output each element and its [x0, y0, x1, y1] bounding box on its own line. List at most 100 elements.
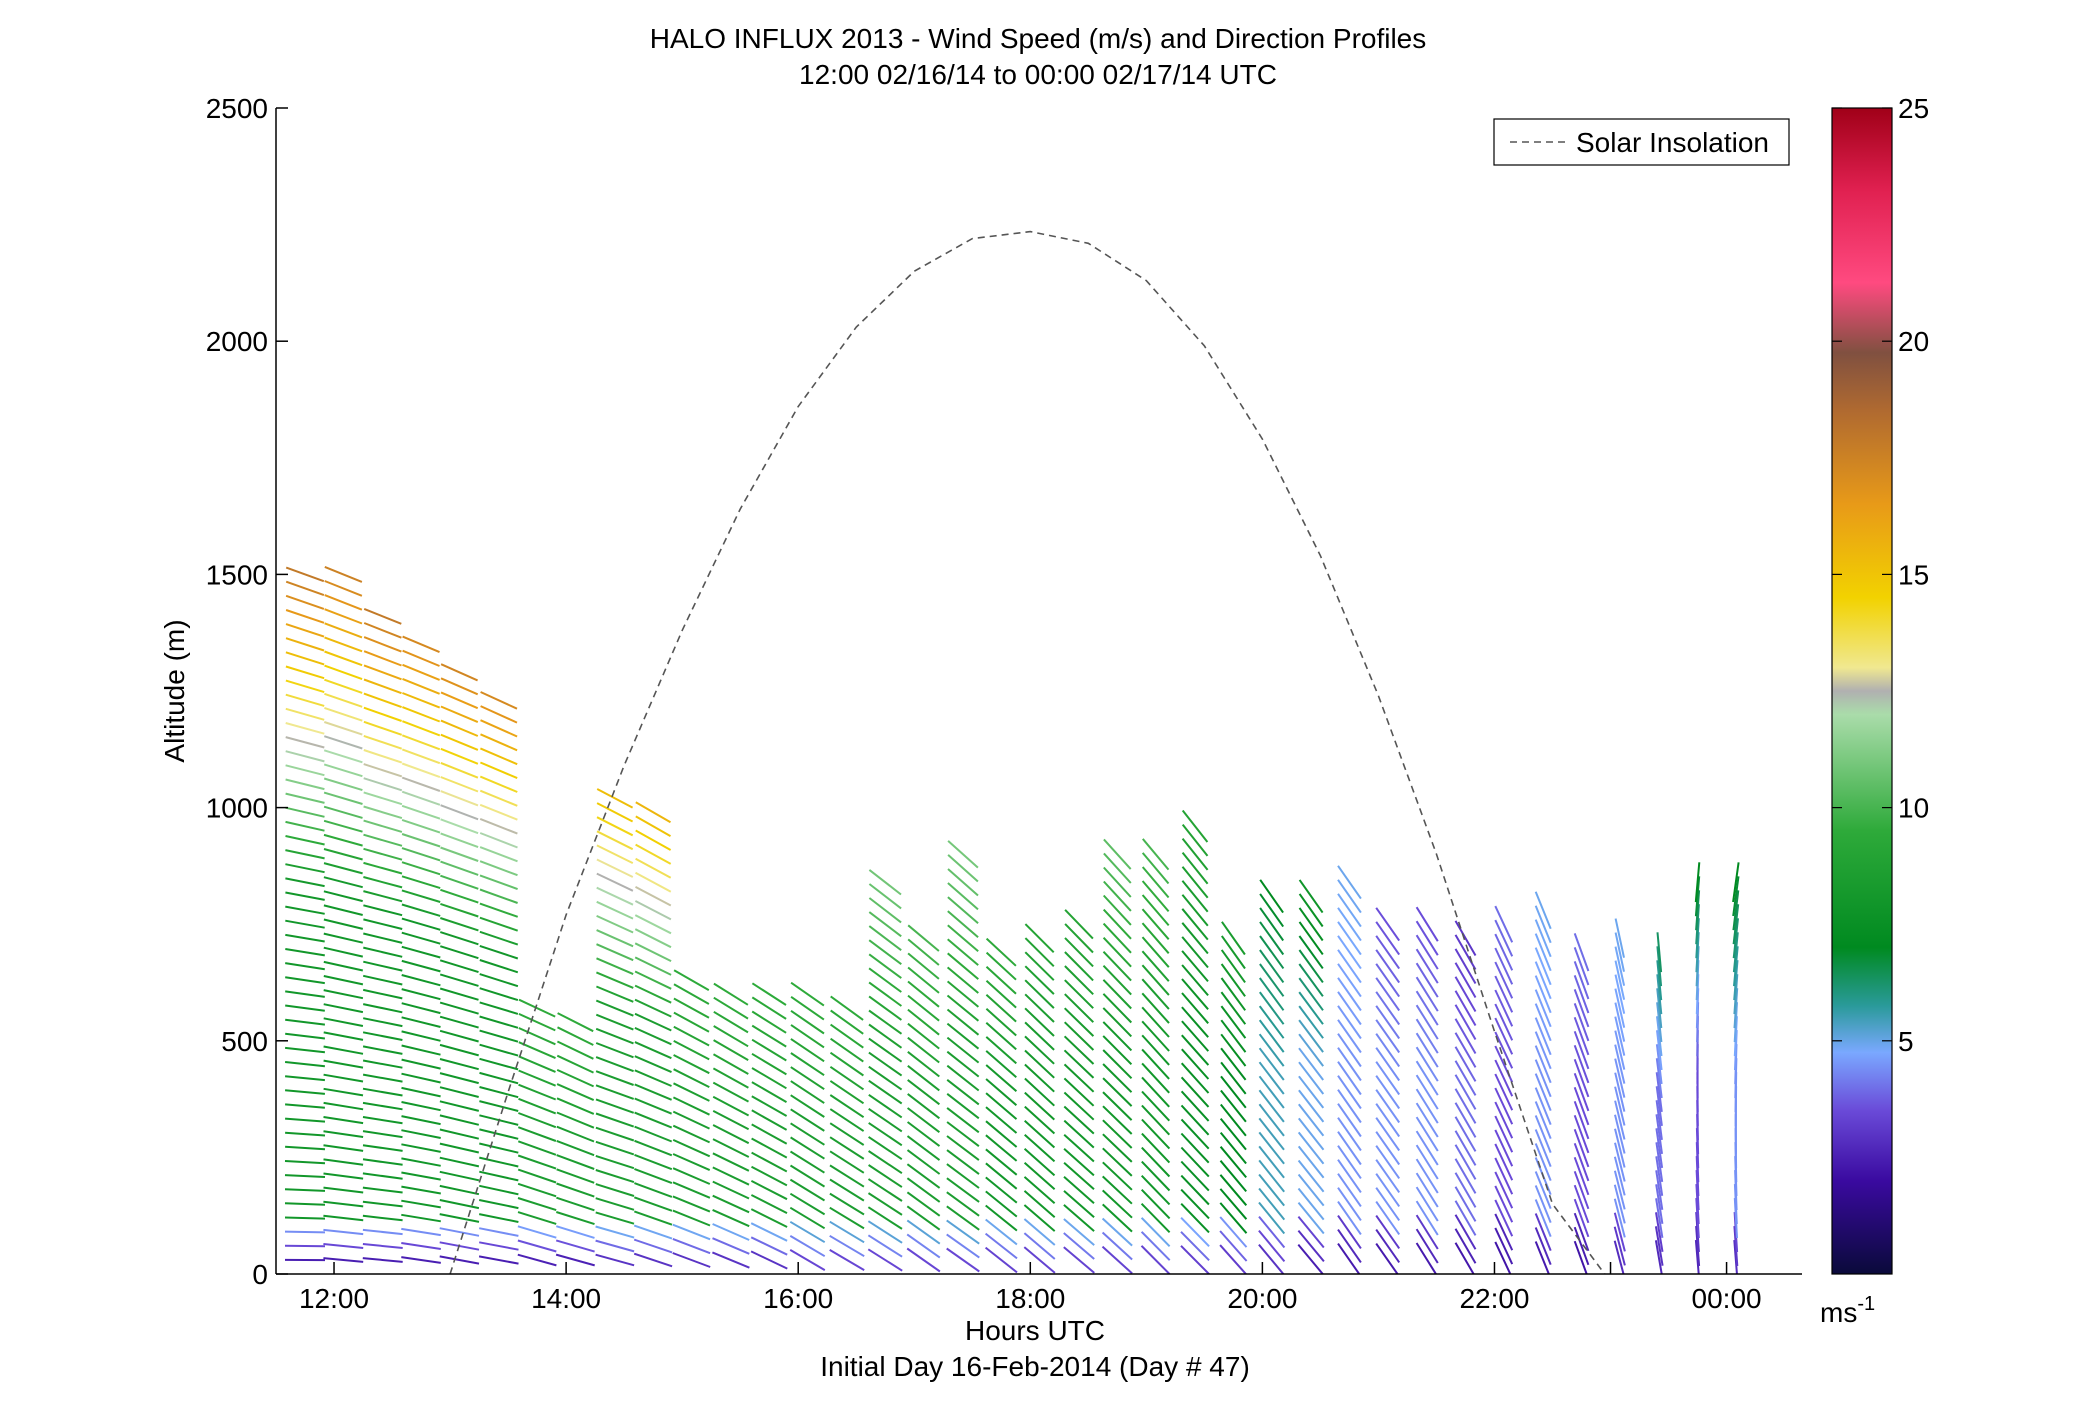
- wind-vector: [1181, 809, 1209, 843]
- wind-vector: [362, 1101, 403, 1111]
- wind-vector: [1494, 989, 1514, 1027]
- y-tick-label: 2500: [206, 93, 268, 124]
- legend-solar-label: Solar Insolation: [1576, 127, 1769, 158]
- wind-vector: [284, 1160, 326, 1165]
- wind-vector: [1337, 1159, 1362, 1193]
- wind-vector: [284, 1046, 326, 1054]
- wind-vector: [401, 748, 441, 765]
- wind-vector: [284, 1202, 326, 1206]
- wind-vector: [1454, 976, 1477, 1012]
- wind-vector: [1494, 1157, 1514, 1195]
- wind-vector: [323, 1186, 364, 1194]
- wind-vector: [1573, 1114, 1590, 1154]
- wind-vector: [1494, 1241, 1512, 1274]
- wind-vector: [1573, 1240, 1588, 1274]
- wind-vector: [1375, 935, 1401, 970]
- wind-vector: [1181, 978, 1209, 1010]
- wind-vector: [712, 1138, 750, 1158]
- wind-vector: [555, 1211, 595, 1226]
- x-tick-label: 20:00: [1227, 1283, 1297, 1314]
- wind-vector: [285, 1018, 326, 1026]
- wind-vector: [830, 1009, 864, 1035]
- wind-vector: [1220, 949, 1246, 983]
- wind-vector: [985, 965, 1017, 995]
- wind-vector: [479, 832, 518, 849]
- wind-vector: [517, 1154, 557, 1170]
- wind-vector: [401, 1213, 441, 1223]
- wind-vector: [1534, 1031, 1552, 1070]
- wind-vector: [1534, 1129, 1552, 1167]
- wind-vector: [440, 874, 479, 890]
- wind-vector: [596, 886, 634, 906]
- wind-vector: [401, 776, 441, 792]
- wind-vector: [1064, 937, 1094, 968]
- wind-vector: [1733, 960, 1739, 1001]
- wind-vector: [1573, 1003, 1590, 1042]
- wind-vector: [1375, 1075, 1401, 1110]
- wind-vector: [1614, 946, 1626, 986]
- wind-vector: [440, 663, 479, 682]
- wind-vector: [479, 1156, 519, 1168]
- wind-vector: [1732, 904, 1740, 945]
- wind-vector: [556, 1125, 595, 1143]
- wind-vector: [1375, 1019, 1401, 1054]
- wind-vector: [401, 875, 441, 890]
- wind-vector: [1220, 1019, 1247, 1053]
- wind-vector: [1298, 949, 1324, 983]
- wind-vector: [1733, 946, 1739, 987]
- wind-vector: [985, 1022, 1017, 1051]
- wind-vector: [479, 1029, 519, 1043]
- wind-vector: [1655, 1184, 1664, 1224]
- wind-vector: [323, 749, 363, 764]
- wind-vector: [517, 1253, 557, 1267]
- wind-vector: [673, 1054, 710, 1075]
- wind-vector: [1297, 1215, 1325, 1249]
- wind-vector: [1063, 1035, 1095, 1065]
- wind-vector: [789, 1192, 826, 1216]
- wind-vector: [1180, 1104, 1210, 1136]
- wind-vector: [1656, 946, 1663, 987]
- wind-vector: [1337, 1005, 1362, 1040]
- wind-vector: [1258, 1201, 1286, 1235]
- wind-vector: [985, 1064, 1018, 1092]
- wind-vector: [946, 1205, 980, 1231]
- wind-vector: [1141, 908, 1170, 940]
- wind-vector: [751, 1067, 787, 1090]
- wind-vector: [479, 1241, 519, 1251]
- wind-vector: [829, 1122, 865, 1146]
- wind-vector: [1732, 918, 1739, 959]
- wind-vector: [868, 1093, 903, 1119]
- wind-vector: [1573, 1086, 1590, 1126]
- wind-vector: [285, 665, 325, 680]
- wind-vector: [323, 1059, 364, 1069]
- wind-vector: [946, 1050, 980, 1078]
- wind-vector: [1219, 1202, 1248, 1234]
- wind-vector: [1534, 919, 1552, 958]
- wind-vector: [1573, 933, 1590, 972]
- wind-vector: [556, 1154, 595, 1170]
- wind-vector: [323, 848, 363, 861]
- wind-vector: [712, 1251, 750, 1269]
- wind-vector: [907, 1008, 940, 1036]
- wind-vector: [712, 1180, 750, 1200]
- wind-vector: [363, 1017, 403, 1028]
- wind-vector: [323, 791, 363, 805]
- wind-vector: [439, 931, 479, 946]
- wind-vector: [1454, 1060, 1477, 1096]
- wind-vector: [906, 1247, 941, 1273]
- wind-vector: [1454, 990, 1477, 1026]
- wind-vector: [402, 635, 440, 654]
- wind-vector: [363, 861, 403, 875]
- wind-vector: [402, 677, 440, 695]
- wind-vector: [440, 832, 479, 849]
- wind-vector: [634, 1069, 672, 1087]
- wind-vector: [480, 761, 518, 780]
- wind-vector: [947, 840, 979, 869]
- wind-vector: [1023, 1204, 1056, 1232]
- wind-vector: [1063, 1232, 1095, 1260]
- wind-vector: [1102, 1077, 1133, 1107]
- wind-vector: [1141, 1076, 1170, 1108]
- wind-vector: [479, 789, 518, 807]
- wind-vector: [1375, 1061, 1401, 1096]
- wind-vector: [479, 1001, 519, 1015]
